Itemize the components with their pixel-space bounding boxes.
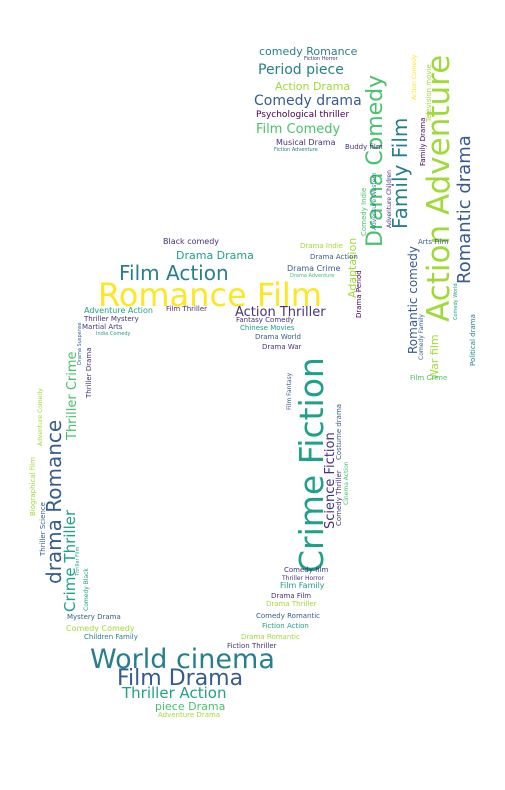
word-film-fantasy: Film Fantasy	[286, 372, 293, 410]
word-adventure-action: Adventure Action	[84, 306, 153, 315]
word-comedy-world: Comedy World	[453, 283, 459, 320]
word-political-drama: Political drama	[469, 314, 477, 366]
word-buddy-film: Buddy film	[345, 143, 383, 151]
word-action-comedy: Action Comedy	[411, 54, 418, 100]
word-musical-drama: Musical Drama	[276, 138, 336, 147]
word-drama-romantic: Drama Romantic	[241, 633, 300, 641]
word-psychological-thriller: Psychological thriller	[256, 110, 350, 120]
word-drama-crime: Drama Crime	[287, 264, 341, 273]
word-thriller-horror: Thriller Horror	[282, 575, 325, 582]
word-fiction-horror: Fiction Horror	[304, 56, 338, 62]
word-thriller-drama: Thriller Drama	[85, 347, 93, 398]
word-period-piece: Period piece	[258, 62, 344, 78]
word-comedy-thriller: Comedy Thriller	[335, 470, 343, 526]
word-drama-suspense: Drama Suspense	[77, 322, 83, 365]
word-fantasy-comedy: Fantasy Comedy	[236, 316, 295, 324]
word-family-film: Family Film	[388, 117, 412, 229]
word-drama-film: Drama Film	[271, 592, 312, 600]
word-mystery-drama: Mystery Drama	[67, 613, 121, 621]
word-comedy-drama: Comedy drama	[254, 93, 362, 109]
word-drama-thriller: Drama Thriller	[266, 600, 317, 608]
word-indie-comedy: Indie Comedy	[96, 331, 131, 337]
word-thriller-mystery: Thriller Mystery	[84, 315, 139, 323]
word-film-family: Film Family	[280, 581, 325, 590]
word-comedy-romantic: Comedy Romantic	[256, 612, 321, 620]
word-drama-world: Drama World	[255, 333, 301, 341]
word-film-crime: Film Crime	[410, 374, 448, 382]
word-children-family: Children Family	[84, 633, 138, 641]
word-comedy-comedy: Comedy Comedy	[66, 624, 135, 633]
word-adventure-western: Adventure Western	[371, 172, 378, 230]
word-adventure-comedy: Adventure Comedy	[37, 388, 44, 446]
word-drama-indie: Drama Indie	[300, 242, 344, 250]
word-arts-film: Arts Film	[418, 238, 449, 246]
word-comedy-indie: Comedy Indie	[360, 187, 368, 236]
word-world-cinema: World cinema	[90, 644, 275, 675]
word-drama-action: Drama Action	[310, 253, 358, 261]
word-action-drama: Action Drama	[275, 80, 351, 93]
word-piece-drama: piece Drama	[155, 700, 226, 713]
word-film-action: Film Action	[119, 261, 229, 285]
word-drama-drama: Drama Drama	[176, 249, 254, 262]
word-film-drama: Film Drama	[117, 666, 244, 691]
word-costume-drama: Costume drama	[335, 403, 343, 460]
word-drama-adventure: Drama Adventure	[290, 273, 335, 279]
word-film-comedy: Film Comedy	[256, 122, 341, 137]
word-cinema-action: Cinema Action	[343, 461, 350, 505]
word-adventure-drama: Adventure Drama	[158, 711, 221, 719]
word-television-movie: Television movie	[425, 64, 433, 122]
word-fiction-action: Fiction Action	[262, 622, 309, 630]
word-drama-war: Drama War	[262, 343, 302, 351]
word-fiction-adventure: Fiction Adventure	[274, 147, 318, 153]
word-drama-period: Drama Period	[355, 270, 363, 318]
word-comedy-family: Comedy Family	[418, 314, 425, 360]
word-romantic-drama: Romantic drama	[454, 135, 475, 284]
word-thriller-film: Thriller Film	[75, 546, 81, 576]
word-chinese-movies: Chinese Movies	[240, 324, 295, 332]
word-biographical-film: Biographical film	[29, 457, 37, 516]
word-comedy-black: Comedy Black	[83, 568, 90, 611]
word-action-thriller: Action Thriller	[235, 305, 326, 320]
word-romance-film: Romance Film	[98, 276, 322, 314]
word-comedy-film: Comedy film	[284, 566, 329, 574]
word-family-drama: Family Drama	[419, 117, 427, 166]
word-martial-arts: Martial Arts	[82, 323, 123, 331]
word-comedy-romance: comedy Romance	[259, 45, 358, 58]
word-film-thriller: Film Thriller	[166, 305, 208, 313]
word-black-comedy: Black comedy	[163, 237, 220, 246]
word-thriller-action: Thriller Action	[122, 684, 227, 702]
word-adventure-children: Adventure Children	[386, 170, 393, 228]
word-fiction-thriller: Fiction Thriller	[227, 642, 277, 650]
word-thriller-science: Thriller Science	[39, 502, 47, 556]
